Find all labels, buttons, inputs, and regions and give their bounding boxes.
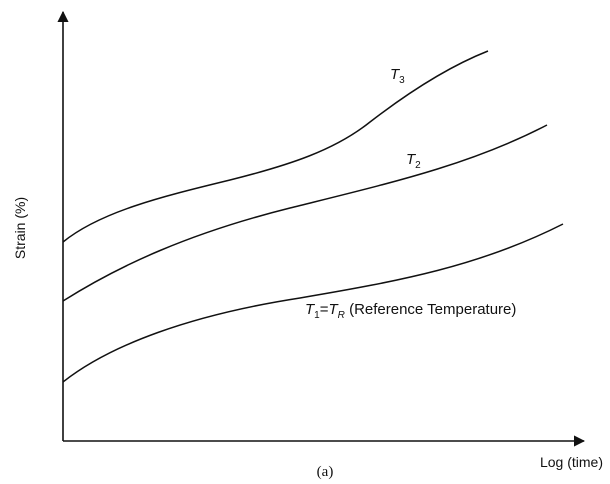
curve-label-t1: T1=TR (Reference Temperature) <box>305 301 516 321</box>
curve-t1 <box>62 223 564 383</box>
panel-label: (a) <box>317 464 334 480</box>
curve-label-t2: T2 <box>406 151 421 171</box>
x-axis-label: Log (time) <box>540 454 603 470</box>
curve-t3 <box>62 50 489 243</box>
y-axis-label: Strain (%) <box>12 197 28 259</box>
curve-label-t3: T3 <box>390 66 405 86</box>
curve-t2 <box>62 124 548 302</box>
